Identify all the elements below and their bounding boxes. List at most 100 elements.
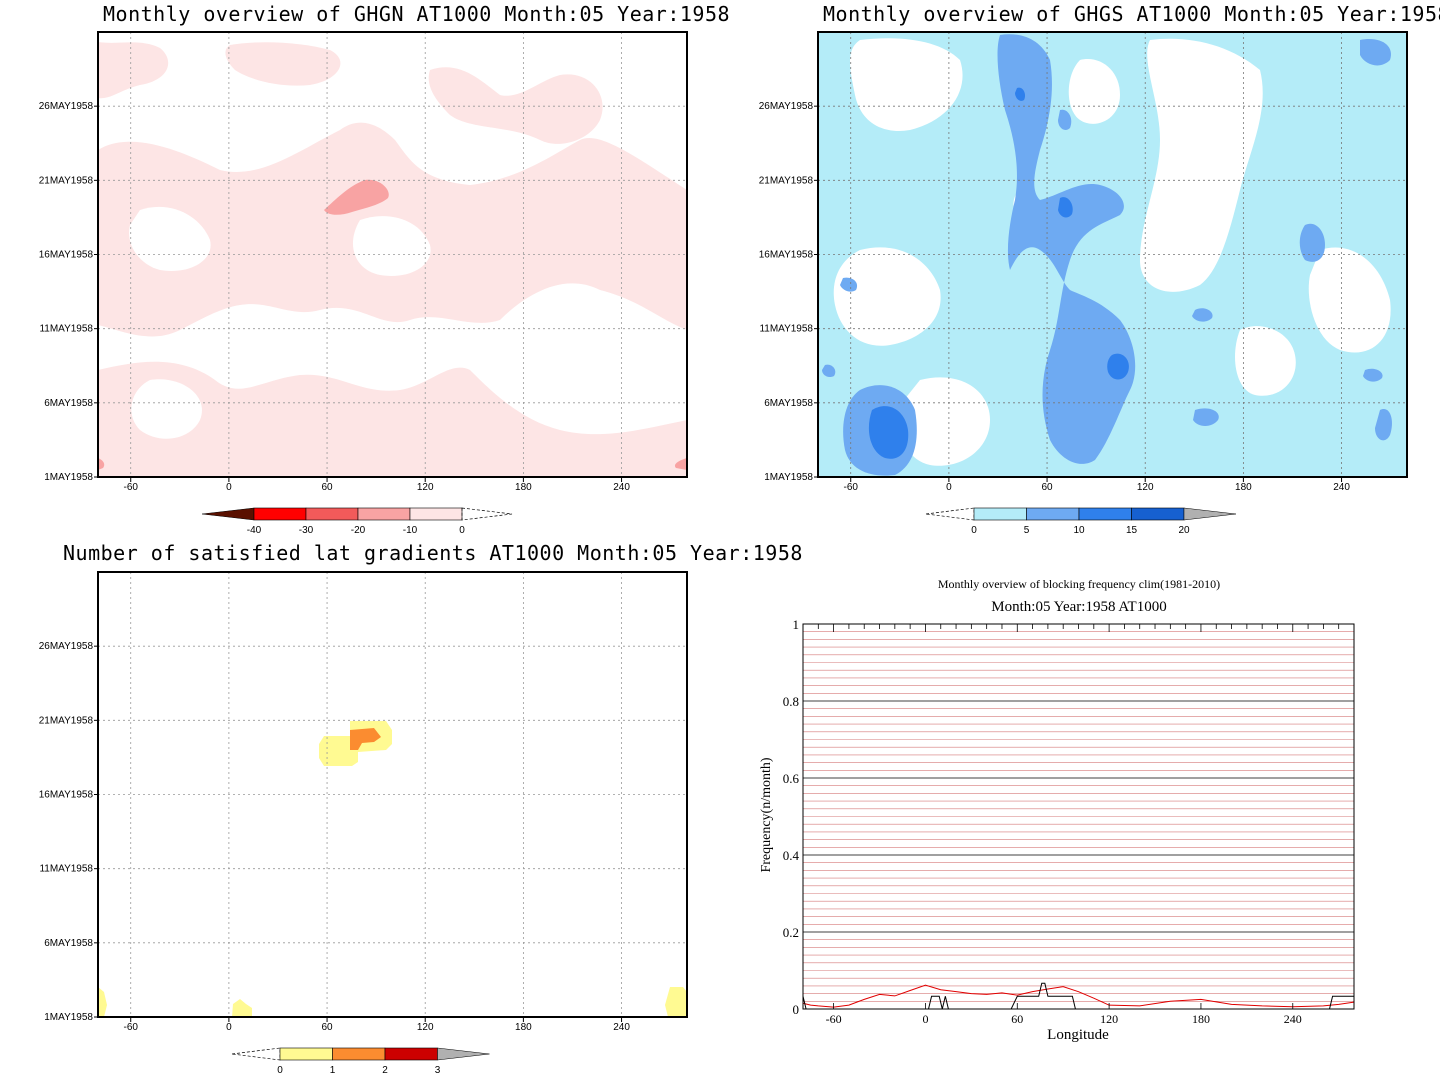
freq-xtick-label: 60 — [1011, 1012, 1023, 1026]
lat-ytick-label: 11MAY1958 — [39, 864, 93, 875]
lat-shading-one — [350, 728, 381, 750]
colorbar-left-arrow — [231, 1047, 281, 1061]
colorbar-segment — [279, 1047, 333, 1061]
ghgn-ytick-label: 26MAY1958 — [39, 101, 94, 112]
lat-ytick-label: 21MAY1958 — [39, 715, 94, 726]
ghgs-ytick-label: 26MAY1958 — [759, 101, 814, 112]
freq-ytick-label: 0.6 — [783, 771, 800, 786]
colorbar-right-arrow — [1183, 507, 1237, 521]
ghgn-shading-edge-right — [674, 458, 687, 470]
ghgs-cbar-label: 15 — [1126, 525, 1138, 536]
ghgs-ytick-label: 16MAY1958 — [759, 250, 814, 261]
lat-cbar-label: 1 — [330, 1065, 336, 1076]
lat-ytick-label: 26MAY1958 — [39, 641, 94, 652]
ghgn-cbar-label: -10 — [403, 525, 418, 536]
freq-ylabel: Frequency(n/month) — [759, 757, 774, 872]
lat-plot-area: -60 0 60 120 180 240 1MAY1958 6MAY1958 11MAY1958… — [39, 571, 688, 1033]
freq-xlabel: Longitude — [1047, 1027, 1109, 1043]
ghgs-ytick-label: 1MAY1958 — [764, 472, 813, 483]
lat-xtick-label: 240 — [613, 1022, 630, 1033]
colorbar-right-arrow — [437, 1047, 490, 1061]
ghgn-cbar-label: 0 — [459, 525, 465, 536]
ghgn-chart: -60 0 60 120 180 240 1MAY1958 6MAY1958 11MAY1958… — [39, 31, 688, 536]
lat-xtick-label: 120 — [417, 1022, 434, 1033]
ghgn-ytick-label: 16MAY1958 — [39, 250, 94, 261]
ghgs-shading-white — [833, 38, 1391, 466]
lat-colorbar: 0 1 2 3 — [231, 1047, 490, 1076]
freq-axes: 0 0.2 0.4 0.6 0.8 1 -60 0 60 120 180 240 — [783, 617, 1355, 1026]
freq-xtick-label: 180 — [1192, 1012, 1210, 1026]
freq-xtick-label: 240 — [1284, 1012, 1302, 1026]
freq-ytick-label: 0 — [793, 1002, 800, 1017]
freq-title: Monthly overview of blocking frequency c… — [938, 577, 1220, 591]
ghgs-ytick-label: 21MAY1958 — [759, 175, 814, 186]
ghgs-title: Monthly overview of GHGS AT1000 Month:05… — [823, 2, 1440, 26]
colorbar-segment — [1026, 507, 1080, 521]
ghgn-colorbar: -40 -30 -20 -10 0 — [201, 507, 513, 536]
freq-series-group — [802, 982, 1355, 1010]
colorbar-segment — [1131, 507, 1185, 521]
lat-cbar-label: 0 — [277, 1065, 283, 1076]
freq-subtitle: Month:05 Year:1958 AT1000 — [991, 599, 1166, 615]
lat-cbar-label: 3 — [435, 1065, 441, 1076]
ghgn-xtick-label: 240 — [613, 482, 630, 493]
lat-cbar-label: 2 — [382, 1065, 388, 1076]
ghgn-xtick-label: -60 — [123, 482, 138, 493]
freq-chart: Monthly overview of blocking frequency c… — [759, 577, 1355, 1043]
ghgn-ytick-label: 1MAY1958 — [44, 472, 93, 483]
freq-xtick-label: 0 — [922, 1012, 928, 1026]
colorbar-right-arrow — [461, 507, 513, 521]
freq-gridlines — [803, 623, 1354, 1010]
freq-series-line-1 — [802, 982, 1354, 1010]
lat-xtick-label: 60 — [321, 1022, 333, 1033]
ghgn-ytick-label: 6MAY1958 — [44, 398, 93, 409]
colorbar-segment — [973, 507, 1027, 521]
freq-xtick-label: -60 — [826, 1012, 842, 1026]
ghgn-xtick-label: 120 — [417, 482, 434, 493]
ghgs-shading-high — [868, 87, 1129, 459]
lat-ytick-label: 16MAY1958 — [39, 790, 94, 801]
ghgs-chart: -60 0 60 120 180 240 1MAY1958 6MAY1958 11MAY1958… — [759, 31, 1408, 536]
ghgs-ytick-label: 6MAY1958 — [764, 398, 813, 409]
ghgn-title: Monthly overview of GHGN AT1000 Month:05… — [103, 2, 731, 26]
ghgn-shading-edge — [98, 458, 105, 470]
lat-ytick-label: 6MAY1958 — [44, 938, 93, 949]
ghgn-xtick-label: 0 — [226, 482, 232, 493]
freq-ytick-label: 0.8 — [783, 694, 799, 709]
ghgs-xtick-label: 120 — [1137, 482, 1154, 493]
ghgs-ytick-label: 11MAY1958 — [759, 324, 813, 335]
colorbar-left-arrow — [925, 507, 975, 521]
colorbar-segment — [332, 1047, 386, 1061]
ghgs-xtick-label: 240 — [1333, 482, 1350, 493]
ghgn-plot-area: -60 0 60 120 180 240 1MAY1958 6MAY1958 11MAY1958… — [39, 31, 688, 493]
ghgs-xtick-label: 60 — [1041, 482, 1053, 493]
ghgn-cbar-label: -20 — [351, 525, 366, 536]
ghgs-cbar-label: 10 — [1073, 525, 1085, 536]
ghgs-cbar-label: 0 — [971, 525, 977, 536]
ghgs-xtick-label: -60 — [843, 482, 858, 493]
ghgn-xtick-label: 180 — [515, 482, 532, 493]
ghgs-xtick-label: 180 — [1235, 482, 1252, 493]
ghgs-cbar-label: 5 — [1024, 525, 1030, 536]
lat-chart: -60 0 60 120 180 2401MAY19586MAY195811MAY1958… — [39, 571, 688, 1076]
ghgn-cbar-label: -40 — [247, 525, 262, 536]
lat-ytick-label: 1MAY1958 — [44, 1012, 93, 1023]
freq-ytick-label: 0.4 — [783, 848, 800, 863]
ghgs-cbar-label: 20 — [1178, 525, 1190, 536]
lat-xtick-label: -60 — [123, 1022, 138, 1033]
freq-series-line-0 — [802, 984, 1355, 1008]
ghgn-ytick-label: 21MAY1958 — [39, 175, 94, 186]
ghgn-cbar-label: -30 — [299, 525, 314, 536]
lat-title: Number of satisfied lat gradients AT1000… — [63, 541, 803, 565]
ghgn-shading-strong — [324, 179, 389, 215]
ghgn-ytick-label: 11MAY1958 — [39, 324, 93, 335]
ghgn-xtick-label: 60 — [321, 482, 333, 493]
freq-ytick-label: 0.2 — [783, 925, 799, 940]
freq-xtick-label: 120 — [1100, 1012, 1118, 1026]
ghgs-plot-area: -60 0 60 120 180 240 1MAY1958 6MAY1958 11MAY1958… — [759, 31, 1408, 493]
lat-xtick-label: 0 — [226, 1022, 232, 1033]
lat-xtick-label: 180 — [515, 1022, 532, 1033]
ghgs-colorbar: 0 5 10 15 20 — [925, 507, 1237, 536]
ghgn-shading-light — [98, 42, 687, 477]
ghgs-xtick-label: 0 — [946, 482, 952, 493]
